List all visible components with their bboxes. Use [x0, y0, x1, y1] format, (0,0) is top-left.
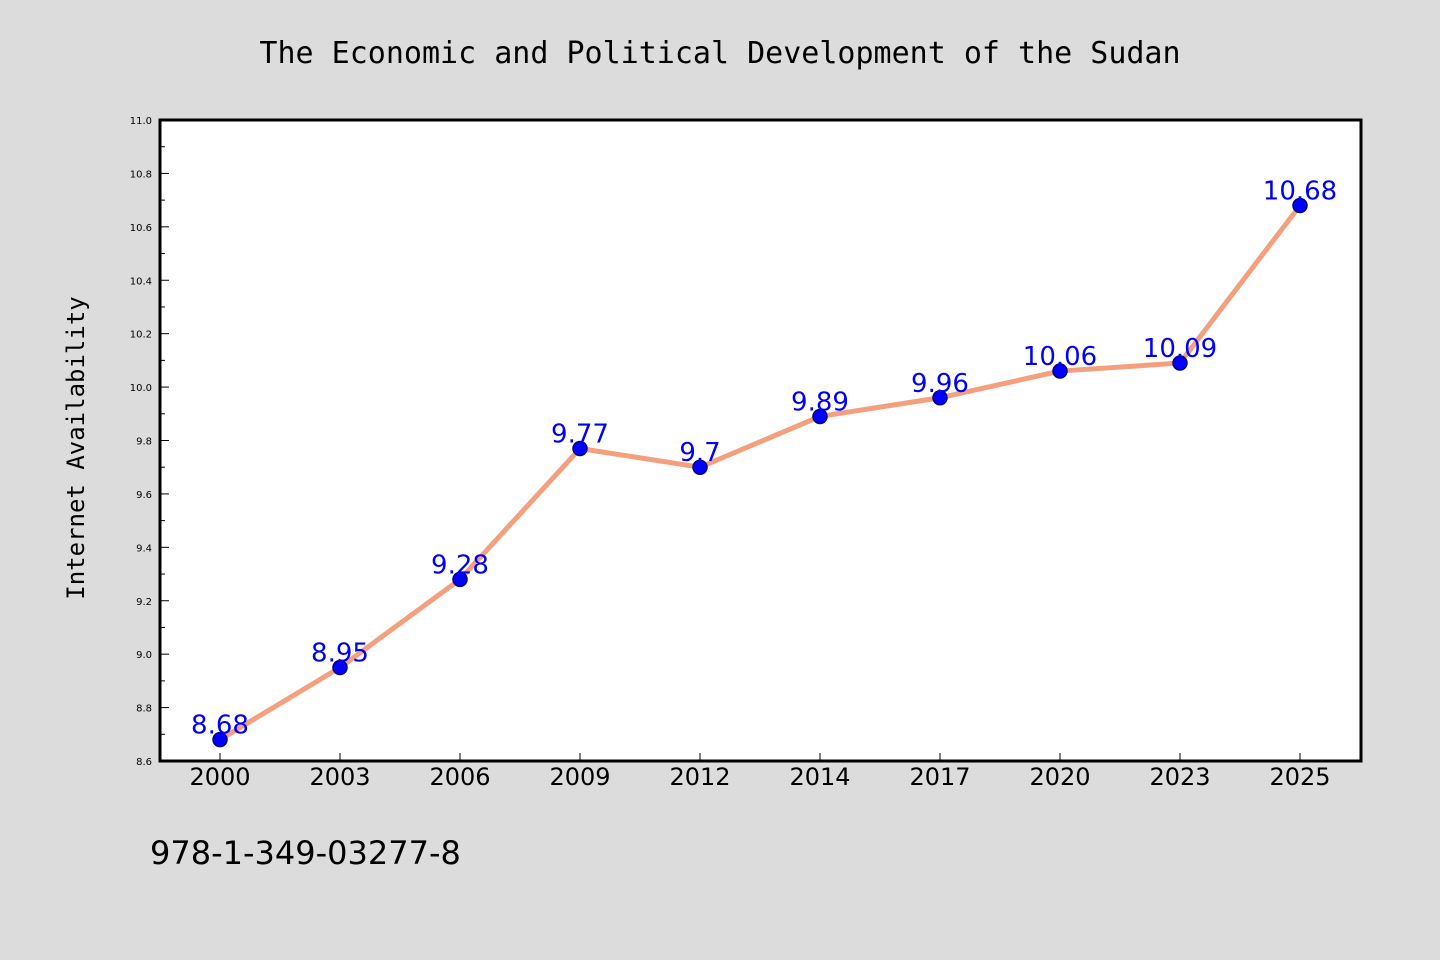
y-tick-label: 9.4: [136, 543, 152, 554]
x-tick-label: 2000: [189, 763, 250, 791]
data-point: [1052, 363, 1068, 379]
y-tick-label: 11.0: [130, 116, 152, 127]
isbn-label: 978-1-349-03277-8: [150, 834, 461, 872]
data-label: 8.68: [191, 711, 249, 741]
data-label: 9.28: [431, 550, 489, 580]
y-tick-label: 10.6: [130, 223, 152, 234]
data-point: [452, 571, 468, 588]
y-tick-label: 9.0: [136, 650, 152, 661]
x-tick-label: 2020: [1029, 763, 1090, 791]
data-point: [1292, 197, 1308, 214]
data-point: [572, 440, 588, 457]
y-tick-label: 10.0: [130, 383, 152, 394]
data-label: 8.95: [311, 639, 369, 669]
data-point: [932, 390, 948, 406]
y-tick-label: 10.2: [130, 330, 152, 341]
x-tick-label: 2014: [789, 763, 850, 791]
data-label: 10.68: [1263, 176, 1337, 206]
data-label: 9.7: [679, 438, 720, 468]
y-tick-label: 10.8: [130, 169, 152, 180]
series-markers-group: [212, 197, 1308, 748]
y-tick-label: 8.8: [136, 704, 152, 715]
chart-title: The Economic and Political Development o…: [259, 36, 1180, 71]
x-tick-label: 2009: [549, 763, 610, 791]
data-label: 9.77: [551, 420, 609, 450]
y-tick-label: 9.6: [136, 490, 152, 501]
x-tick-label: 2017: [909, 763, 970, 791]
data-point: [812, 408, 828, 425]
data-label: 10.09: [1143, 334, 1217, 364]
data-point: [212, 731, 228, 748]
data-point: [1172, 355, 1188, 371]
data-label: 9.89: [791, 387, 849, 417]
series-line-group: [217, 202, 1303, 743]
x-tick-label: 2006: [429, 763, 490, 791]
data-point: [692, 459, 708, 475]
data-point: [332, 659, 348, 676]
y-tick-label: 9.2: [136, 597, 152, 608]
x-axis: 2000 2003 2006 2009 2012 2014 2017 2020 2023 2025: [189, 753, 1331, 791]
series-line: [217, 202, 1303, 743]
y-tick-label: 10.4: [130, 276, 152, 287]
data-labels-group: 8.68 8.95 9.28 9.77 9.7 9.89 9.96 10.06 10.09 10.…: [191, 176, 1337, 740]
x-tick-label: 2025: [1269, 763, 1330, 791]
x-tick-label: 2023: [1149, 763, 1210, 791]
y-axis-label: Internet Availability: [62, 296, 90, 599]
y-tick-label: 8.6: [136, 757, 152, 768]
x-tick-label: 2012: [669, 763, 730, 791]
y-axis: 8.6 8.8 9.0 9.2 9.4 9.6 9.8 10.0 10.2 10.4 10.6 10.…: [130, 116, 169, 768]
data-label: 10.06: [1023, 342, 1097, 372]
x-tick-label: 2003: [309, 763, 370, 791]
y-tick-label: 9.8: [136, 437, 152, 448]
data-label: 9.96: [911, 369, 969, 399]
